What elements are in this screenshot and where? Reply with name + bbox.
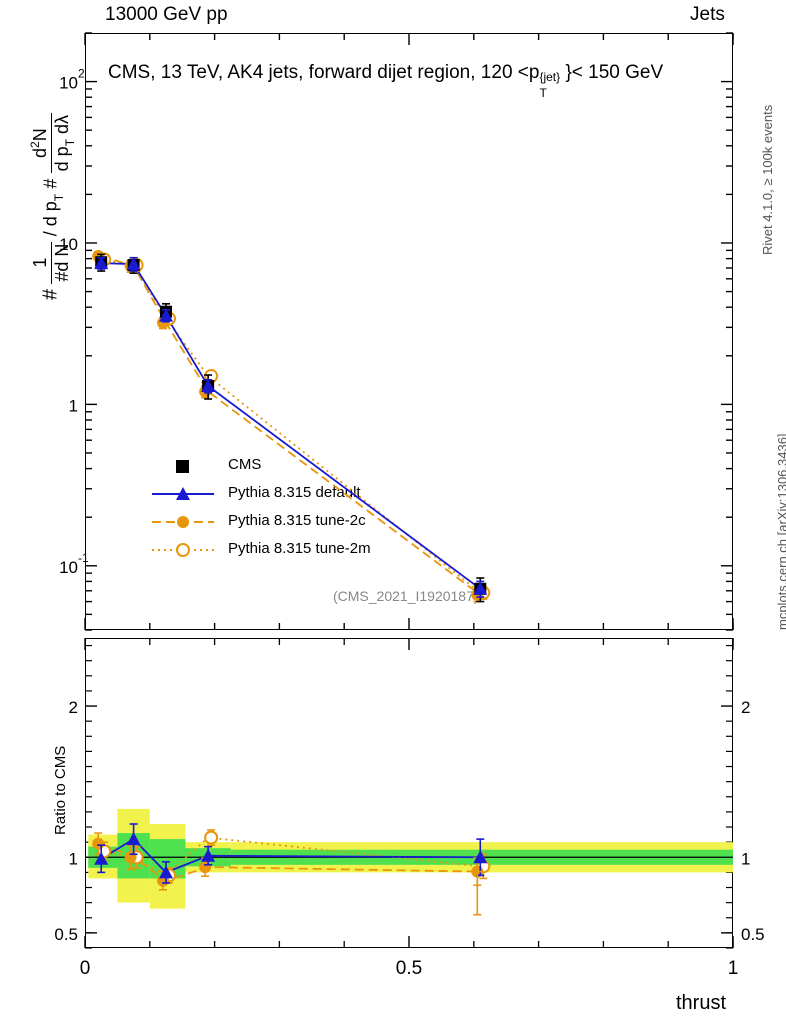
ratio-line-tune2m — [101, 836, 481, 877]
marker-default-4 — [473, 581, 488, 595]
legend-label-tune2m: Pythia 8.315 tune-2m — [228, 540, 371, 557]
y-tick-label-10: 10 — [59, 235, 78, 254]
ratio-marker-default-3 — [201, 848, 216, 862]
y-tick-label-100-exp: 2 — [78, 67, 85, 81]
series-line-tune2c — [100, 255, 481, 596]
series-line-default — [101, 262, 481, 590]
header-right: Jets — [690, 4, 725, 25]
x-tick-label-1: 0.5 — [396, 958, 422, 979]
x-axis-label: thrust — [676, 992, 727, 1014]
marker-default-3 — [201, 378, 216, 392]
legend-label-tune2c: Pythia 8.315 tune-2c — [228, 512, 366, 529]
ratio-marker-tune2c-1 — [124, 851, 137, 864]
x-tick-label-2: 1 — [728, 958, 739, 979]
header-left: 13000 GeV pp — [105, 4, 228, 25]
plot-title-text: CMS, 13 TeV, AK4 jets, forward dijet reg… — [108, 62, 540, 83]
analysis-id-watermark: (CMS_2021_I1920187) — [333, 588, 479, 604]
marker-default-0 — [94, 256, 109, 270]
y-tick-label-0.1: 10 — [59, 558, 78, 577]
plot-title: CMS, 13 TeV, AK4 jets, forward dijet reg… — [108, 62, 664, 100]
ratio-marker-default-1 — [126, 832, 141, 846]
legend-symbol-cms — [150, 452, 218, 480]
ratio-marker-default-4 — [473, 850, 488, 864]
ratio-marker-default-2 — [159, 865, 173, 879]
marker-default-1 — [126, 257, 141, 271]
series-line-tune2m — [101, 258, 481, 594]
ratio-y-tick-label-right-0: 0.5 — [741, 925, 765, 944]
ratio-marker-tune2c-0 — [92, 837, 105, 850]
y-tick-label-0.1-exp: -1 — [78, 551, 89, 565]
ratio-marker-tune2m-3 — [204, 830, 219, 845]
marker-default-2 — [159, 308, 173, 322]
ratio-marker-tune2c-3 — [199, 861, 212, 874]
ratio-y-tick-label-0: 0.5 — [54, 925, 78, 944]
ratio-y-tick-label-right-1: 1 — [741, 849, 750, 868]
y-tick-label-1: 1 — [69, 396, 78, 415]
ratio-y-tick-label-1: 1 — [69, 849, 78, 868]
legend-symbol-tune2m — [150, 536, 218, 564]
legend-label-cms: CMS — [228, 456, 262, 473]
legend-symbol-default — [150, 480, 218, 508]
y-tick-label-100: 10 — [59, 74, 78, 93]
plot-title-sub: T — [539, 86, 547, 100]
plot-title-sup: {jet} — [539, 70, 561, 84]
ratio-y-tick-label-right-2: 2 — [741, 698, 750, 717]
ratio-marker-default-0 — [94, 851, 109, 865]
plot-title-tail: }< 150 GeV — [565, 62, 664, 83]
legend-label-default: Pythia 8.315 default — [228, 484, 361, 501]
x-tick-label-0: 0 — [80, 958, 91, 979]
legend-symbol-tune2c — [150, 508, 218, 536]
ratio-y-tick-label-2: 2 — [69, 698, 78, 717]
